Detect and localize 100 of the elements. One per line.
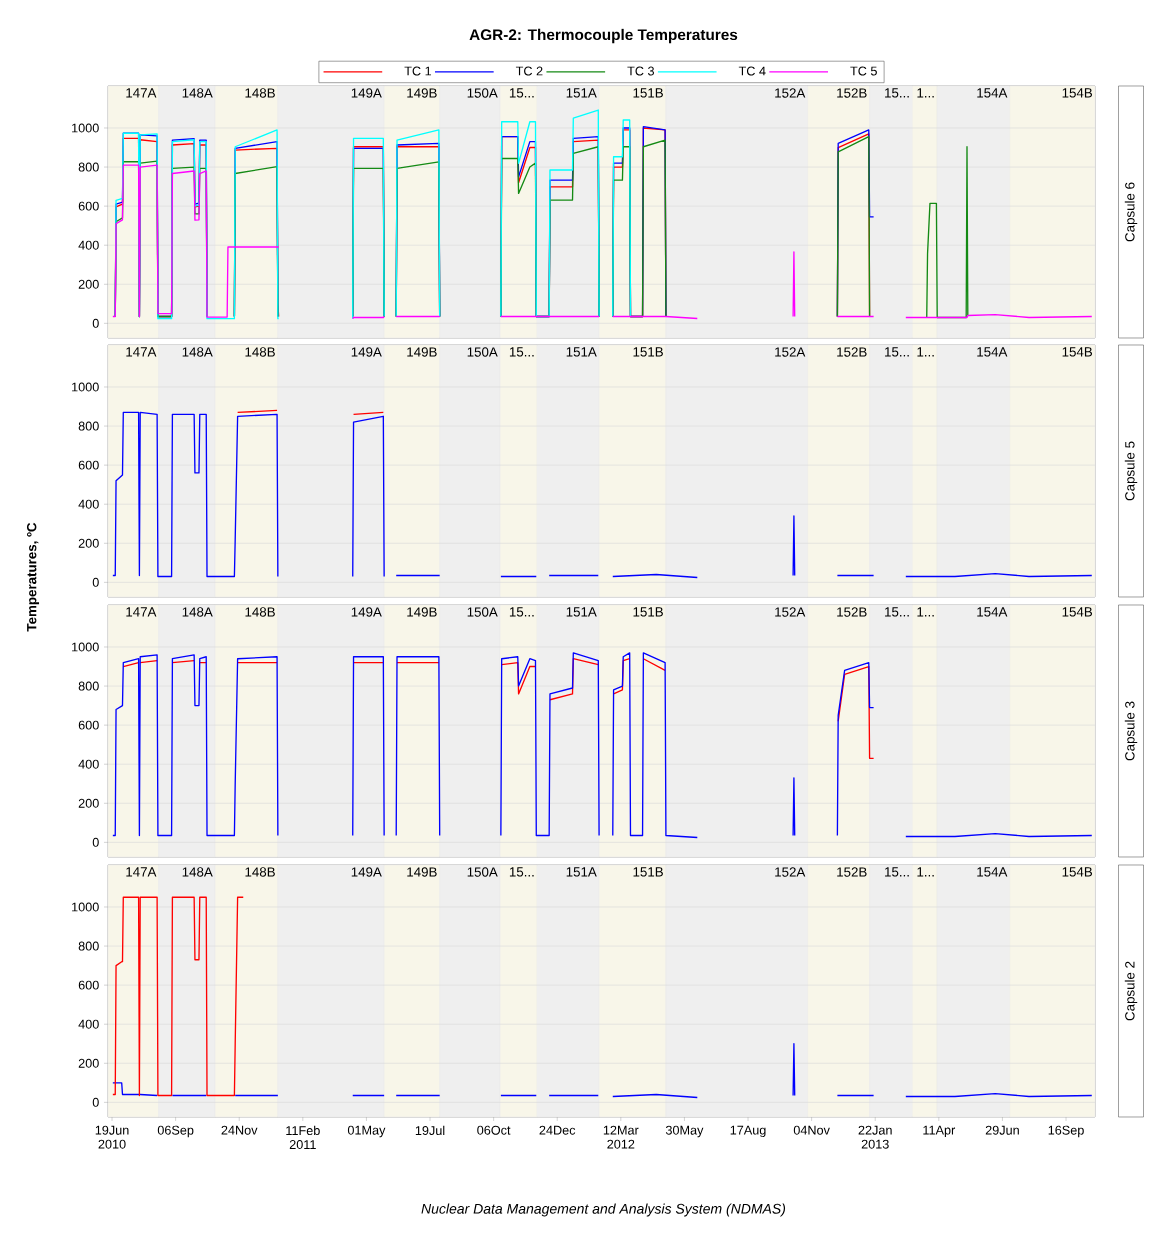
band-label: 15... [509, 867, 534, 877]
band-label: 152B [837, 88, 867, 98]
legend-label: TC 1 [404, 66, 432, 76]
x-tick-label: 11Apr [923, 1125, 956, 1138]
band-label: 152B [837, 347, 867, 357]
band-label: 151A [566, 607, 597, 617]
band-label: 15... [509, 88, 534, 98]
y-tick-label: 800 [78, 681, 99, 691]
y-tick-label: 200 [78, 798, 99, 808]
band-label: 151B [633, 88, 663, 98]
y-tick-label: 600 [78, 980, 99, 990]
chart-title: AGR-2: Thermocouple Temperatures [469, 28, 738, 44]
band-label: 151A [566, 347, 597, 357]
line-series [112, 896, 244, 1097]
band-label: 15... [885, 867, 909, 877]
y-tick-label: 0 [92, 318, 99, 328]
band-label: 1... [917, 347, 934, 357]
band-label: 1... [917, 607, 934, 617]
band-label: 154A [977, 347, 1008, 357]
y-tick-label: 0 [92, 837, 99, 847]
y-tick-label: 400 [78, 1019, 99, 1029]
band-label: 154A [977, 607, 1008, 617]
x-tick-label: 24Nov [221, 1125, 258, 1135]
band-label: 15... [509, 347, 534, 357]
x-tick-label: 16Sep [1048, 1125, 1084, 1138]
text: Nuclear Data Management and Analysis System (NDMAS) [421, 1203, 786, 1217]
band-label: 152A [775, 867, 806, 877]
y2-axis-title: Capsule 3 [1124, 701, 1138, 761]
y-tick-label: 800 [78, 162, 99, 172]
band-label: 149B [407, 867, 437, 877]
band-label: 149B [407, 88, 437, 98]
band-label: 148B [245, 867, 275, 877]
legend-label: TC 2 [515, 66, 543, 76]
band-label: 152A [775, 88, 806, 98]
band-label: 150A [467, 607, 498, 617]
band-label: 150A [467, 347, 498, 357]
x-tick-label: 24Dec [539, 1125, 576, 1135]
y-tick-label: 1000 [72, 642, 99, 652]
band-label: 150A [467, 88, 498, 98]
band-label: 1... [917, 867, 934, 877]
y-tick-label: 200 [78, 538, 99, 548]
x-tick-label: 19Jun 2010 [95, 1125, 129, 1149]
x-tick-label: 04Nov [793, 1125, 830, 1135]
y-tick-label: 400 [78, 759, 99, 769]
band-label: 15... [509, 607, 534, 617]
y-tick-label: 200 [78, 279, 99, 289]
legend-label: TC 3 [627, 66, 654, 76]
x-tick-label: 19Jul [415, 1125, 445, 1136]
band-label: 148B [245, 88, 275, 98]
band-label: 151B [633, 347, 663, 357]
band-label: 15... [885, 88, 909, 98]
y-tick-label: 0 [92, 577, 99, 587]
band-label: 15... [885, 607, 909, 617]
band-label: 147A [126, 607, 157, 617]
x-tick-label: 01May [347, 1125, 386, 1138]
band-label: 154A [977, 88, 1008, 98]
y-tick-label: 600 [78, 720, 99, 730]
band-label: 154A [977, 867, 1008, 877]
y-tick-label: 1000 [72, 123, 99, 133]
band-label: 152B [837, 607, 867, 617]
y-tick-label: 400 [78, 240, 99, 250]
band-label: 154B [1062, 867, 1093, 877]
y-tick-label: 200 [78, 1058, 99, 1068]
band-label: 15... [885, 347, 909, 357]
band-label: 151B [633, 607, 663, 617]
x-tick-label: 17Aug [730, 1125, 766, 1138]
band-label: 149B [407, 607, 437, 617]
band-label: 1... [917, 88, 934, 98]
y-tick-label: 1000 [72, 902, 99, 912]
x-tick-label: 12Mar 2012 [603, 1125, 639, 1149]
band-label: 151A [566, 867, 597, 877]
y-tick-label: 800 [78, 941, 99, 951]
y-tick-label: 600 [78, 460, 99, 470]
y-tick-label: 0 [92, 1097, 99, 1107]
band-label: 149A [351, 88, 382, 98]
y-tick-label: 400 [78, 499, 99, 509]
band-label: 154B [1062, 607, 1093, 617]
band-label: 148A [182, 88, 213, 98]
y2-axis-title: Capsule 2 [1124, 961, 1138, 1021]
legend-label: TC 4 [738, 66, 766, 76]
band-label: 149B [407, 347, 437, 357]
band-label: 152B [837, 867, 867, 877]
band-label: 154B [1062, 88, 1093, 98]
band-label: 152A [775, 347, 806, 357]
band-label: 148A [182, 607, 213, 617]
x-tick-label: 11Feb 2011 [286, 1125, 320, 1150]
y-axis-title: Temperatures, ºC [26, 522, 40, 632]
band-label: 152A [775, 607, 806, 617]
band-label: 151A [566, 88, 597, 98]
y-tick-label: 600 [78, 201, 99, 211]
x-tick-label: 22Jan 2013 [858, 1125, 892, 1149]
y-tick-label: 800 [78, 421, 99, 431]
band-label: 149A [351, 607, 382, 617]
band-label: 148B [245, 347, 275, 357]
band-label: 148A [182, 867, 213, 877]
band-label: 150A [467, 867, 498, 877]
x-tick-label: 06Sep [157, 1125, 194, 1138]
band-label: 148A [182, 347, 213, 357]
y-tick-label: 1000 [72, 382, 99, 392]
legend-label: TC 5 [850, 66, 877, 76]
